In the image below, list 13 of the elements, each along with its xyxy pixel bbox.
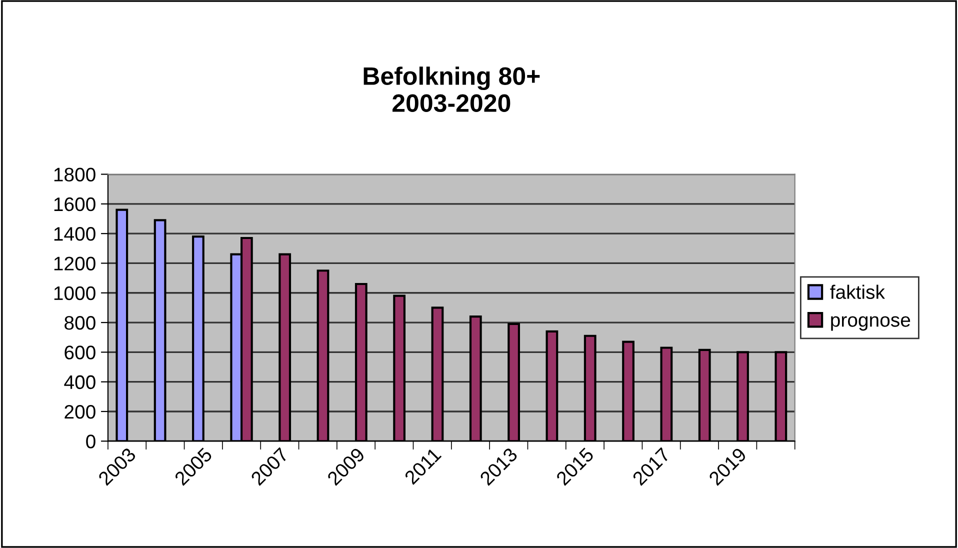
y-tick-label: 200 xyxy=(64,404,96,419)
legend-label: prognose xyxy=(831,316,910,331)
y-tick-label: 400 xyxy=(64,375,96,390)
y-tick-label: 1400 xyxy=(54,227,96,241)
y-tick-label: 1600 xyxy=(54,197,96,212)
y-tick-label: 1000 xyxy=(54,286,96,300)
chart-title: Befolkning 80+ 2003-2020 xyxy=(364,66,540,112)
y-tick-label: 1800 xyxy=(54,168,96,182)
y-tick-label: 800 xyxy=(64,316,96,330)
legend-label: faktisk xyxy=(830,284,885,299)
y-tick-label: 0 xyxy=(86,434,96,448)
y-tick-label: 1200 xyxy=(54,256,96,270)
y-tick-label: 600 xyxy=(64,346,96,360)
